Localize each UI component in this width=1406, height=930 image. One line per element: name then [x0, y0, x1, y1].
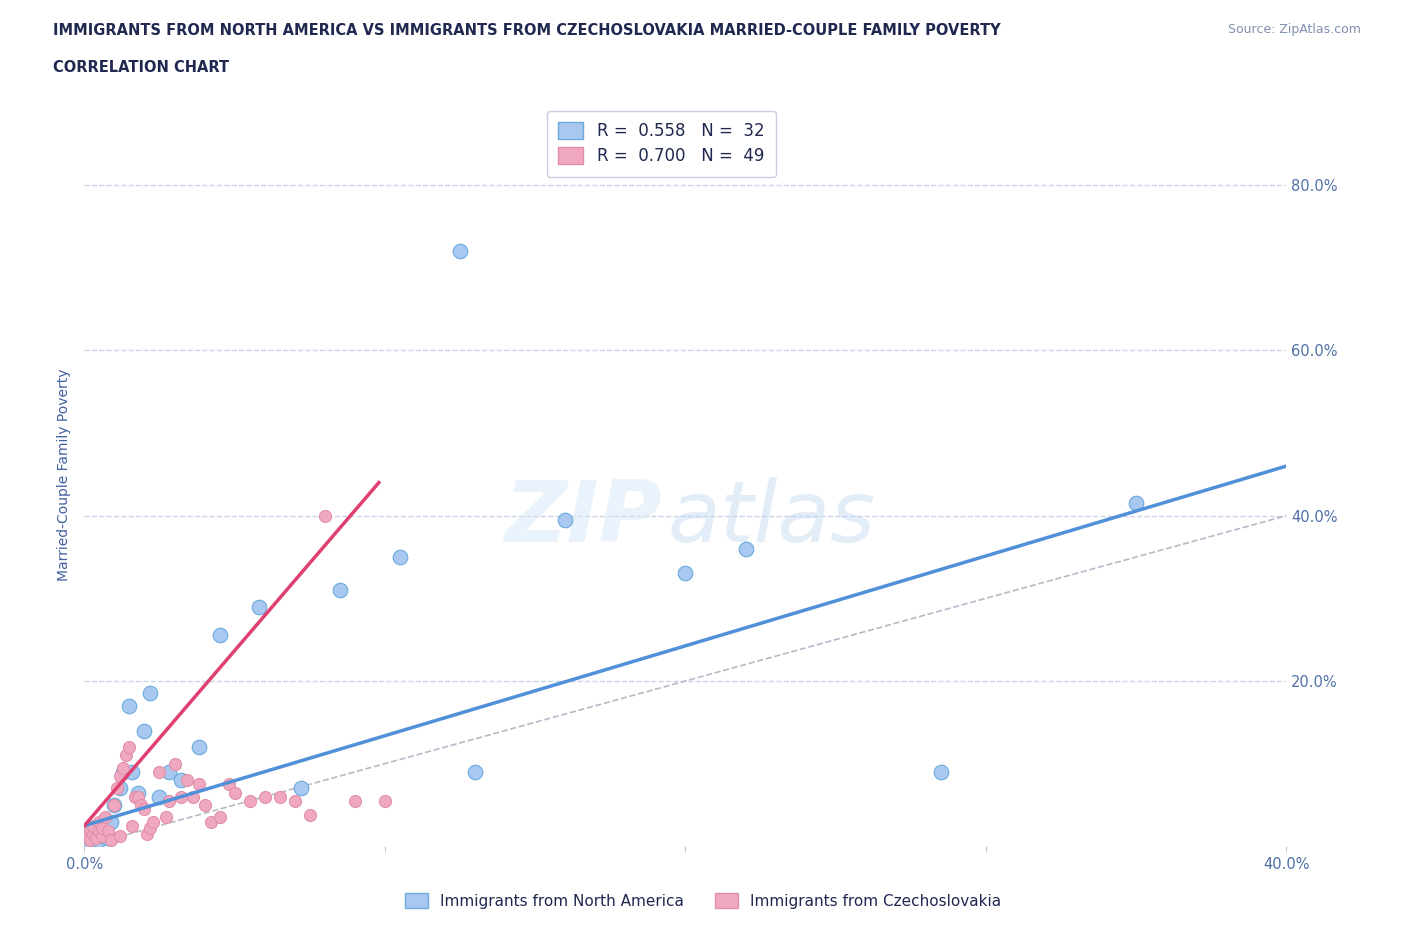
Point [121, 818, 143, 833]
Point [139, 820, 162, 835]
Point [112, 761, 135, 776]
Point [253, 790, 276, 804]
Point [89, 824, 111, 839]
Point [110, 768, 132, 783]
Point [675, 566, 697, 581]
Legend: Immigrants from North America, Immigrants from Czechoslovakia: Immigrants from North America, Immigrant… [399, 886, 1007, 915]
Point [148, 764, 170, 779]
Point [929, 764, 952, 779]
Point [194, 798, 217, 813]
Point [97, 830, 120, 845]
Point [142, 814, 165, 829]
Point [94, 810, 117, 825]
Point [734, 541, 756, 556]
Point [110, 829, 132, 844]
Point [127, 790, 149, 804]
Text: CORRELATION CHART: CORRELATION CHART [53, 60, 229, 75]
Point [76, 835, 98, 850]
Point [76, 829, 98, 844]
Text: ZIP: ZIP [503, 477, 661, 561]
Point [208, 810, 231, 825]
Point [157, 764, 180, 779]
Point [449, 244, 471, 259]
Point [134, 724, 156, 738]
Point [554, 512, 576, 527]
Point [79, 822, 101, 837]
Point [97, 824, 120, 839]
Point [118, 739, 141, 754]
Point [86, 835, 108, 850]
Point [314, 508, 336, 523]
Point [200, 814, 222, 829]
Point [103, 798, 125, 813]
Point [1125, 496, 1147, 511]
Point [89, 814, 111, 829]
Point [79, 830, 101, 845]
Point [86, 830, 108, 845]
Point [79, 832, 101, 847]
Point [269, 790, 291, 804]
Text: atlas: atlas [668, 477, 876, 561]
Point [134, 802, 156, 817]
Point [91, 829, 114, 844]
Point [298, 807, 321, 822]
Point [176, 773, 198, 788]
Point [82, 824, 104, 839]
Text: IMMIGRANTS FROM NORTH AMERICA VS IMMIGRANTS FROM CZECHOSLOVAKIA MARRIED-COUPLE F: IMMIGRANTS FROM NORTH AMERICA VS IMMIGRA… [53, 23, 1001, 38]
Point [290, 781, 312, 796]
Point [139, 686, 162, 701]
Point [131, 798, 153, 813]
Point [284, 793, 307, 808]
Point [464, 764, 486, 779]
Point [169, 773, 191, 788]
Legend: R =  0.558   N =  32, R =  0.700   N =  49: R = 0.558 N = 32, R = 0.700 N = 49 [547, 111, 776, 177]
Point [82, 827, 104, 842]
Point [343, 793, 366, 808]
Point [100, 832, 122, 847]
Point [329, 582, 352, 597]
Point [107, 781, 129, 796]
Point [148, 790, 170, 804]
Text: Source: ZipAtlas.com: Source: ZipAtlas.com [1227, 23, 1361, 36]
Point [100, 814, 122, 829]
Point [103, 798, 125, 813]
Point [187, 739, 209, 754]
Point [118, 698, 141, 713]
Point [91, 829, 114, 844]
Point [121, 764, 143, 779]
Point [218, 777, 240, 791]
Point [89, 832, 111, 847]
Point [82, 818, 104, 833]
Point [208, 628, 231, 643]
Point [94, 818, 117, 833]
Point [181, 790, 204, 804]
Y-axis label: Married-Couple Family Poverty: Married-Couple Family Poverty [58, 368, 72, 580]
Point [374, 793, 396, 808]
Point [155, 810, 177, 825]
Point [157, 793, 180, 808]
Point [163, 756, 186, 771]
Point [224, 785, 246, 800]
Point [247, 599, 270, 614]
Point [388, 550, 411, 565]
Point [112, 764, 135, 779]
Point [127, 785, 149, 800]
Point [115, 748, 138, 763]
Point [110, 781, 132, 796]
Point [136, 827, 159, 842]
Point [91, 820, 114, 835]
Point [239, 793, 262, 808]
Point [124, 790, 146, 804]
Point [187, 777, 209, 791]
Point [169, 790, 191, 804]
